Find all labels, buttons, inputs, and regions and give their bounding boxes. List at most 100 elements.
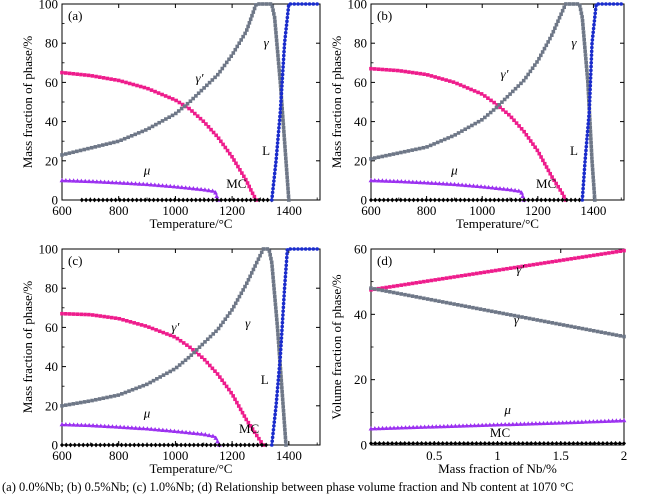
data-point bbox=[113, 424, 119, 429]
data-point bbox=[106, 179, 111, 185]
data-point bbox=[75, 312, 80, 317]
data-point bbox=[172, 428, 177, 433]
data-point bbox=[219, 323, 223, 328]
data-point bbox=[580, 194, 585, 198]
data-point bbox=[579, 419, 585, 424]
data-point bbox=[474, 440, 479, 446]
data-point bbox=[179, 106, 184, 111]
data-point bbox=[94, 313, 99, 318]
data-point bbox=[174, 365, 179, 370]
data-point bbox=[220, 378, 224, 383]
data-point bbox=[247, 21, 252, 25]
data-point bbox=[280, 80, 284, 84]
data-point bbox=[106, 423, 111, 429]
data-point bbox=[599, 252, 604, 256]
data-point bbox=[68, 442, 73, 448]
data-point bbox=[250, 191, 255, 196]
data-point bbox=[168, 333, 173, 338]
data-point bbox=[96, 197, 101, 203]
data-point bbox=[168, 428, 173, 433]
data-point bbox=[180, 360, 185, 365]
data-point bbox=[101, 396, 106, 401]
data-point bbox=[586, 118, 591, 122]
data-point bbox=[119, 138, 123, 142]
data-point bbox=[531, 142, 535, 146]
data-point bbox=[462, 84, 466, 89]
data-point bbox=[251, 267, 256, 272]
data-point bbox=[589, 140, 593, 145]
data-point bbox=[156, 427, 162, 432]
data-point bbox=[508, 313, 513, 317]
data-point bbox=[214, 197, 219, 203]
data-point bbox=[283, 144, 287, 149]
data-point bbox=[417, 179, 423, 185]
data-point bbox=[449, 423, 454, 428]
data-point bbox=[162, 442, 167, 448]
y-axis-label: Mass fraction of phase/% bbox=[329, 36, 344, 169]
data-point bbox=[232, 304, 236, 309]
data-point bbox=[98, 442, 103, 448]
data-point bbox=[133, 181, 138, 186]
data-point bbox=[268, 253, 272, 257]
data-point bbox=[244, 197, 249, 203]
data-point bbox=[283, 30, 288, 35]
data-point bbox=[491, 440, 496, 446]
x-axis-label: Temperature/°C bbox=[150, 461, 233, 476]
data-point bbox=[63, 71, 68, 75]
data-point bbox=[231, 51, 236, 55]
data-point bbox=[617, 418, 623, 423]
data-point bbox=[575, 440, 580, 446]
data-point bbox=[171, 184, 177, 189]
data-point bbox=[150, 124, 155, 129]
data-point bbox=[82, 73, 87, 77]
data-point bbox=[511, 89, 515, 94]
data-point bbox=[418, 71, 423, 76]
data-point bbox=[227, 311, 232, 315]
data-point bbox=[219, 139, 223, 144]
data-point bbox=[144, 426, 150, 431]
data-point bbox=[486, 184, 492, 190]
figure-caption: (a) 0.0%Nb; (b) 0.5%Nb; (c) 1.0%Nb; (d) … bbox=[2, 480, 574, 494]
data-point bbox=[586, 125, 590, 130]
data-point bbox=[64, 312, 68, 316]
phase-annotation: MC bbox=[226, 176, 246, 191]
x-axis-label: Mass fraction of Nb/% bbox=[438, 461, 557, 476]
data-point bbox=[433, 424, 439, 429]
series-MC bbox=[79, 197, 274, 203]
data-point bbox=[270, 194, 275, 199]
data-point bbox=[528, 69, 533, 74]
data-point bbox=[472, 422, 477, 428]
data-point bbox=[205, 83, 209, 88]
data-point bbox=[592, 440, 597, 446]
y-tick-label: 80 bbox=[45, 36, 58, 51]
data-point bbox=[140, 181, 146, 186]
data-point bbox=[410, 294, 415, 298]
data-point bbox=[194, 186, 200, 191]
data-point bbox=[488, 197, 493, 203]
phase-annotation: L bbox=[570, 143, 578, 158]
data-point bbox=[273, 306, 278, 310]
y-tick-label: 0 bbox=[361, 193, 368, 208]
data-point bbox=[261, 197, 266, 203]
data-point bbox=[440, 440, 445, 446]
data-point bbox=[141, 383, 146, 388]
data-point bbox=[160, 427, 166, 432]
data-point bbox=[284, 267, 288, 271]
data-point bbox=[276, 61, 281, 65]
data-point bbox=[558, 440, 563, 446]
data-point bbox=[403, 69, 407, 74]
data-point bbox=[403, 282, 407, 287]
data-point bbox=[585, 129, 590, 134]
data-point bbox=[479, 197, 484, 203]
series-γ′ bbox=[60, 311, 266, 447]
data-point bbox=[495, 103, 499, 107]
data-point bbox=[282, 42, 287, 46]
data-point bbox=[275, 389, 280, 394]
y-tick-label: 0 bbox=[52, 438, 59, 453]
phase-annotation: γ bbox=[571, 35, 577, 50]
data-point bbox=[444, 276, 449, 280]
series-line bbox=[61, 248, 287, 446]
data-point bbox=[463, 273, 468, 278]
data-point bbox=[209, 127, 213, 132]
data-point bbox=[189, 353, 194, 357]
